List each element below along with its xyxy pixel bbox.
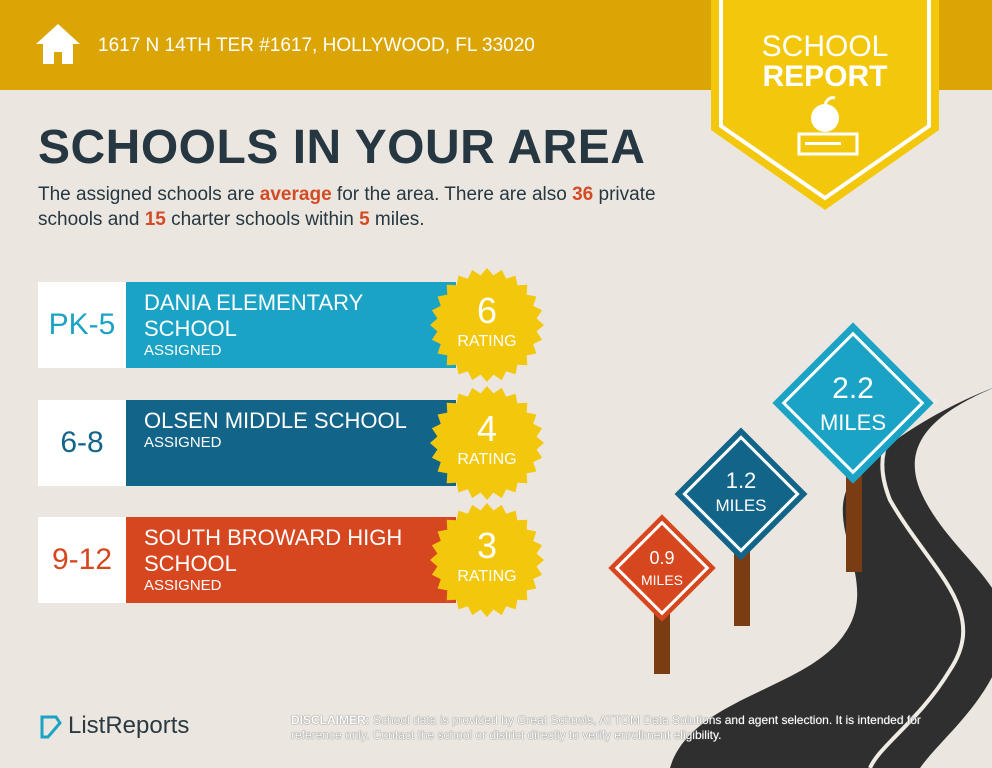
school-row[interactable]: 9-12 SOUTH BROWARD HIGH SCHOOL ASSIGNED xyxy=(38,517,458,603)
sign-distance: 1.2 xyxy=(725,468,757,493)
rating-value: 4 xyxy=(476,408,498,449)
grade-range: 6-8 xyxy=(38,400,126,486)
rating-starburst xyxy=(430,503,544,617)
disclaimer: DISCLAIMER: School data is provided by G… xyxy=(291,713,921,742)
property-address: 1617 N 14TH TER #1617, HOLLYWOOD, FL 330… xyxy=(98,35,535,56)
sign-0-9-miles xyxy=(608,514,716,622)
grade-range: PK-5 xyxy=(38,282,126,368)
school-name: SOUTH BROWARD HIGH SCHOOL xyxy=(144,525,403,576)
rating-label: RATING xyxy=(457,451,517,468)
school-row[interactable]: 6-8 OLSEN MIDDLE SCHOOL ASSIGNED xyxy=(38,400,458,486)
school-row[interactable]: PK-5 DANIA ELEMENTARY SCHOOL ASSIGNED xyxy=(38,282,458,368)
school-status: ASSIGNED xyxy=(144,434,222,451)
sign-distance: 0.9 xyxy=(649,548,675,568)
badge-line1: SCHOOL xyxy=(761,30,889,63)
rating-value: 6 xyxy=(476,290,498,331)
school-name: OLSEN MIDDLE SCHOOL xyxy=(144,408,407,433)
sign-distance: 2.2 xyxy=(832,372,874,405)
school-info: SOUTH BROWARD HIGH SCHOOL ASSIGNED xyxy=(126,517,456,603)
school-info: OLSEN MIDDLE SCHOOL ASSIGNED xyxy=(126,400,456,486)
listreports-logo-icon xyxy=(40,715,62,739)
sign-unit: MILES xyxy=(640,572,683,588)
home-icon xyxy=(36,24,80,64)
sign-1-2-miles xyxy=(674,427,808,561)
school-info: DANIA ELEMENTARY SCHOOL ASSIGNED xyxy=(126,282,456,368)
intro-text: The assigned schools are average for the… xyxy=(38,184,656,230)
school-status: ASSIGNED xyxy=(144,342,222,359)
apple-books-icon xyxy=(797,96,859,156)
listreports-logo: ListReports xyxy=(38,712,189,740)
rating-value: 3 xyxy=(476,525,498,566)
badge-line2: REPORT xyxy=(762,60,888,93)
private-count: 36 xyxy=(572,184,594,205)
rating-label: RATING xyxy=(457,333,517,350)
school-status: ASSIGNED xyxy=(144,577,222,594)
sign-unit: MILES xyxy=(715,496,767,515)
rating-starburst xyxy=(430,268,544,382)
sign-unit: MILES xyxy=(819,410,887,435)
school-report-badge xyxy=(711,0,939,210)
charter-count: 15 xyxy=(144,209,166,230)
school-name: DANIA ELEMENTARY SCHOOL xyxy=(144,290,363,341)
rating-starburst xyxy=(430,386,544,500)
quality: average xyxy=(259,184,332,205)
rating-label: RATING xyxy=(457,568,517,585)
grade-range: 9-12 xyxy=(38,517,126,603)
radius-miles: 5 xyxy=(359,209,370,230)
page-title: SCHOOLS IN YOUR AREA xyxy=(38,121,646,174)
